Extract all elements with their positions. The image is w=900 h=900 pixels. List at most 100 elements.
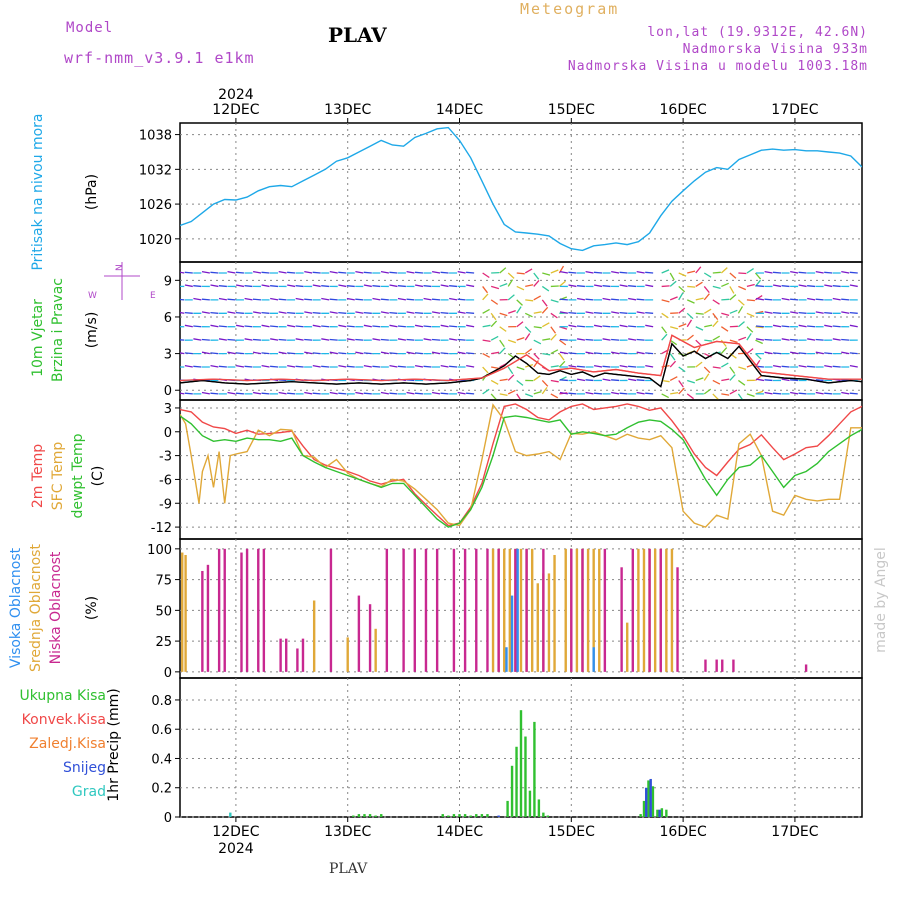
wind-barb [798, 271, 807, 274]
wind-barb [764, 379, 773, 382]
wind-barb [516, 366, 525, 371]
wind-barb [703, 373, 710, 381]
wind-barb [755, 325, 765, 328]
wind-barb [678, 292, 684, 301]
wind-barb [210, 284, 219, 288]
wind-barb [568, 311, 577, 314]
wind-barb [507, 389, 516, 395]
bar-mid_cloud [564, 548, 567, 672]
y-tick-label: 1038 [139, 129, 172, 144]
wind-barb [524, 268, 533, 274]
wind-barb [636, 379, 645, 382]
wind-barb [550, 299, 559, 303]
wind-barb [541, 306, 549, 314]
bar-total_precip [506, 800, 509, 817]
wind-barb [431, 338, 441, 341]
wind-barb [355, 298, 364, 301]
wind-barb [193, 285, 202, 288]
wind-barb [559, 351, 569, 355]
wind-barb [491, 351, 500, 355]
wind-barb [746, 393, 755, 398]
wind-barb [729, 286, 735, 294]
wind-barb [380, 298, 389, 301]
wind-barb [363, 364, 372, 368]
wind-barb [781, 325, 790, 328]
wind-barb [423, 297, 432, 301]
wind-barb [611, 391, 620, 395]
wind-barb [227, 391, 236, 395]
wind-barb [516, 299, 523, 306]
wind-barb [790, 311, 799, 314]
wind-barb [380, 351, 389, 355]
bar-total_precip [542, 812, 545, 817]
wind-barb [559, 338, 568, 341]
wind-barb [695, 297, 704, 301]
wind-barb [541, 322, 550, 328]
wind-barb [218, 297, 227, 301]
wind-barb [815, 311, 824, 314]
wind-barb [738, 379, 746, 386]
wind-barb [389, 324, 398, 328]
wind-barb [798, 284, 807, 288]
wind-barb [729, 374, 736, 381]
wind-barb [593, 364, 603, 368]
wind-barb [849, 271, 858, 274]
label-wind-1: 10m Vjetar [30, 299, 46, 377]
wind-barb [729, 366, 736, 374]
wind-barb [541, 285, 550, 292]
wind-barb [721, 298, 730, 301]
wind-barb [180, 339, 185, 341]
wind-barb [746, 268, 754, 274]
wind-barb [252, 270, 262, 274]
wind-barb [611, 379, 620, 382]
wind-barb [824, 311, 833, 314]
model-label: Model [66, 20, 114, 36]
wind-barb [218, 285, 227, 288]
wind-barb [703, 272, 712, 278]
y-tick-label: 0.4 [151, 752, 172, 767]
wind-barb [449, 325, 458, 328]
wind-barb [449, 285, 458, 288]
wind-barb [559, 298, 568, 301]
wind-barb [261, 352, 270, 355]
wind-barb [661, 393, 670, 399]
bar-mid_cloud [184, 554, 187, 672]
bar-low_cloud [301, 638, 305, 672]
product-name: Meteogram [520, 0, 620, 18]
wind-barb [824, 271, 833, 274]
wind-barb [363, 271, 372, 274]
wind-barb [278, 311, 287, 314]
wind-barb [678, 366, 686, 373]
wind-barb [507, 272, 515, 279]
bar-low_cloud [424, 548, 428, 672]
bottom-day-label: 15DEC [548, 824, 595, 840]
wind-barb [184, 311, 193, 314]
bar-snow [645, 787, 648, 817]
wind-barb [235, 324, 245, 328]
wind-barb [218, 365, 227, 368]
wind-barb [431, 298, 441, 301]
wind-barb [287, 364, 296, 368]
legend-hail: Grad [72, 784, 106, 800]
wind-barb [670, 326, 679, 330]
wind-barb [270, 365, 279, 368]
wind-barb [278, 391, 287, 395]
wind-barb [329, 338, 338, 341]
bar-total_precip [452, 814, 456, 817]
wind-barb [338, 271, 347, 274]
y-tick-label: 1032 [139, 163, 172, 178]
wind-barb [558, 353, 565, 361]
wind-barb [849, 364, 858, 368]
wind-barb [355, 270, 364, 274]
bar-low_cloud [452, 548, 456, 672]
wind-barb [270, 297, 279, 301]
wind-barb [270, 338, 279, 341]
wind-barb [252, 351, 262, 355]
wind-barb [227, 298, 236, 301]
wind-barb [533, 375, 541, 381]
wind-barb [628, 365, 637, 368]
wind-barb [541, 387, 548, 395]
wind-barb [406, 298, 415, 301]
wind-barb [466, 392, 475, 395]
